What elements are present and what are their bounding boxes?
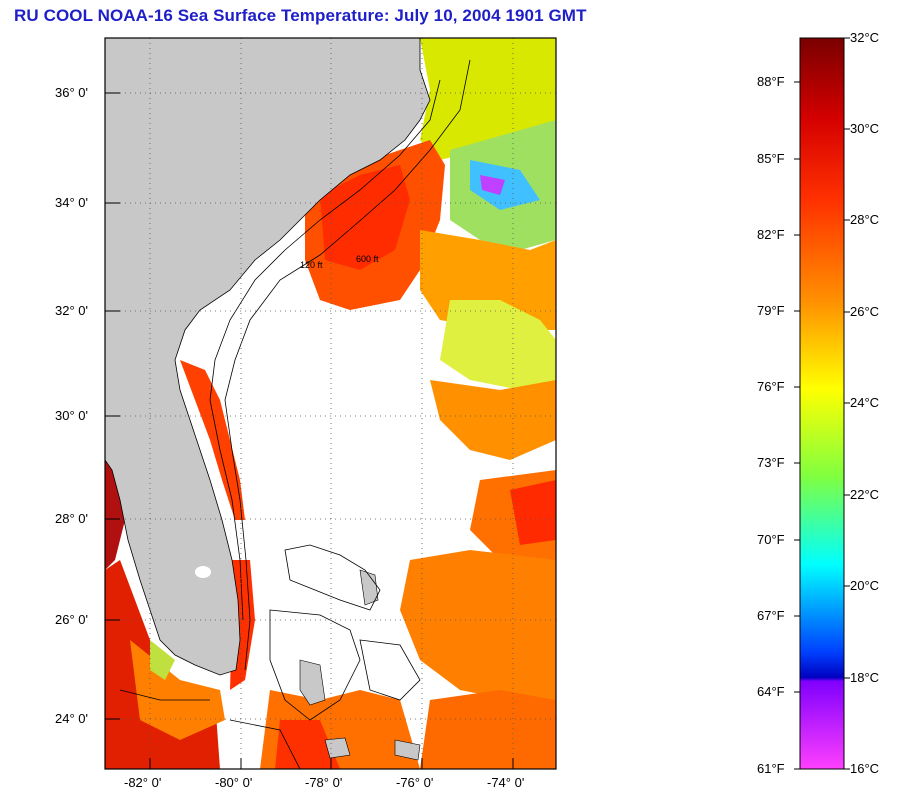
cb-c-28: 28°C — [850, 212, 880, 227]
contour-label-600: 600 ft — [356, 254, 379, 264]
lon-label-78: -78° 0' — [305, 775, 343, 790]
lat-label-36: 36° 0' — [55, 85, 88, 100]
lat-label-28: 28° 0' — [55, 511, 88, 526]
cb-c-18: 18°C — [850, 670, 880, 685]
lat-label-30: 30° 0' — [55, 408, 88, 423]
lon-label-82: -82° 0' — [124, 775, 162, 790]
cb-c-16: 16°C — [850, 761, 880, 776]
bahamas-island-3 — [394, 739, 421, 761]
contour-label-120: 120 ft — [300, 260, 323, 270]
map-title: RU COOL NOAA-16 Sea Surface Temperature:… — [14, 6, 587, 25]
lat-label-32: 32° 0' — [55, 303, 88, 318]
colorbar-ticks — [794, 37, 850, 770]
cb-f-79: 79°F — [757, 303, 785, 318]
bathymetry-contours — [119, 59, 471, 769]
cb-c-26: 26°C — [850, 304, 880, 319]
cb-f-64: 64°F — [757, 684, 785, 699]
cb-c-32: 32°C — [850, 30, 880, 45]
sst-regions — [105, 38, 556, 769]
lon-label-76: -76° 0' — [396, 775, 434, 790]
lat-label-26: 26° 0' — [55, 612, 88, 627]
cb-f-88: 88°F — [757, 74, 785, 89]
cb-f-82: 82°F — [757, 227, 785, 242]
lat-ticks — [105, 92, 120, 720]
colorbar — [799, 37, 845, 770]
graticule — [105, 38, 556, 769]
bahamas-island-2 — [359, 569, 379, 606]
cb-f-61: 61°F — [757, 761, 785, 776]
cb-f-85: 85°F — [757, 151, 785, 166]
cb-c-20: 20°C — [850, 578, 880, 593]
lat-label-24: 24° 0' — [55, 711, 88, 726]
lake-okeechobee — [195, 566, 211, 578]
cb-c-24: 24°C — [850, 395, 880, 410]
cb-c-22: 22°C — [850, 487, 880, 502]
cb-c-30: 30°C — [850, 121, 880, 136]
cb-f-67: 67°F — [757, 608, 785, 623]
lon-label-80: -80° 0' — [215, 775, 253, 790]
cb-f-76: 76°F — [757, 379, 785, 394]
cb-f-73: 73°F — [757, 455, 785, 470]
bahamas-island-1 — [299, 659, 326, 706]
us-landmass — [105, 38, 431, 676]
land — [105, 38, 431, 761]
cb-f-70: 70°F — [757, 532, 785, 547]
lon-label-74: -74° 0' — [487, 775, 525, 790]
lon-ticks — [149, 758, 514, 769]
lat-label-34: 34° 0' — [55, 195, 88, 210]
